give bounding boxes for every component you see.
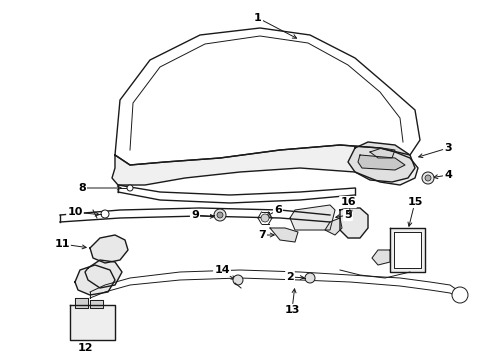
Polygon shape [269,228,297,242]
Text: 2: 2 [285,272,293,282]
Circle shape [232,275,243,285]
Text: 15: 15 [407,197,422,207]
Text: 1: 1 [254,13,262,23]
Polygon shape [85,260,122,288]
Text: 13: 13 [284,305,299,315]
Text: 6: 6 [273,205,282,215]
Polygon shape [112,145,417,185]
Polygon shape [339,208,367,238]
Text: 8: 8 [78,183,86,193]
Text: 10: 10 [67,207,82,217]
Circle shape [217,212,223,218]
Polygon shape [70,305,115,340]
Circle shape [261,214,268,222]
Polygon shape [75,265,115,295]
Text: 12: 12 [77,343,93,353]
Text: 14: 14 [214,265,229,275]
Circle shape [424,175,430,181]
Text: 7: 7 [258,230,265,240]
Polygon shape [369,148,394,158]
Text: 4: 4 [443,170,451,180]
Circle shape [305,273,314,283]
Text: 9: 9 [191,210,199,220]
Circle shape [214,209,225,221]
Circle shape [127,185,133,191]
Polygon shape [371,250,389,265]
Polygon shape [389,228,424,272]
Polygon shape [75,298,88,308]
Polygon shape [90,300,103,308]
Polygon shape [115,28,419,165]
Circle shape [421,172,433,184]
Text: 3: 3 [443,143,451,153]
Polygon shape [289,205,334,230]
Polygon shape [347,142,414,182]
Polygon shape [325,218,341,235]
Circle shape [451,287,467,303]
Circle shape [101,210,109,218]
Text: 5: 5 [344,210,351,220]
Polygon shape [90,235,128,263]
Polygon shape [393,232,420,268]
Polygon shape [357,155,404,170]
Text: 16: 16 [340,197,355,207]
Text: 11: 11 [54,239,70,249]
